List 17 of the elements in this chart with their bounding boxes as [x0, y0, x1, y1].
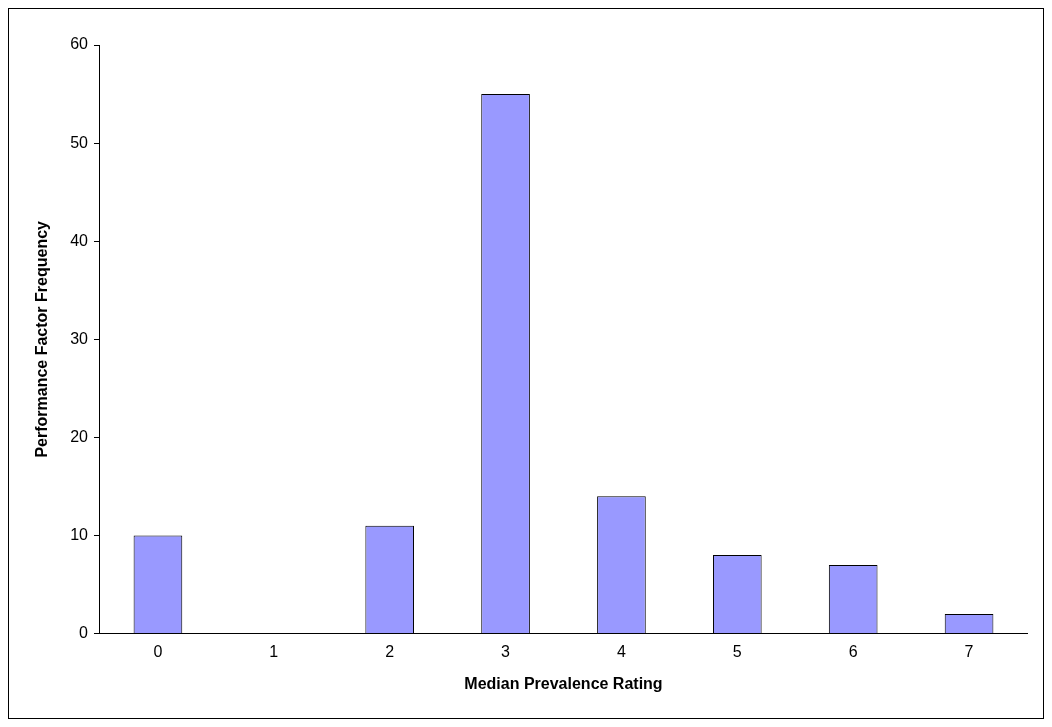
- x-tick-label: 7: [964, 642, 974, 660]
- y-tick-label: 30: [70, 329, 89, 347]
- x-tick-label: 5: [732, 642, 742, 660]
- y-tick-label: 50: [70, 133, 89, 151]
- x-tick-label: 0: [153, 642, 163, 660]
- x-tick-label: 4: [616, 642, 626, 660]
- y-tick-label: 40: [70, 231, 89, 249]
- y-tick-label: 10: [70, 525, 89, 543]
- y-tick-label: 0: [79, 624, 89, 642]
- x-tick-label: 1: [269, 642, 279, 660]
- x-tick-label: 6: [848, 642, 858, 660]
- x-tick-label: 2: [385, 642, 395, 660]
- y-tick-label: 60: [70, 35, 89, 53]
- x-axis-title: Median Prevalence Rating: [464, 674, 663, 692]
- x-tick-label: 3: [501, 642, 511, 660]
- y-tick-label: 20: [70, 427, 89, 445]
- y-axis-title: Performance Factor Frequency: [33, 220, 51, 458]
